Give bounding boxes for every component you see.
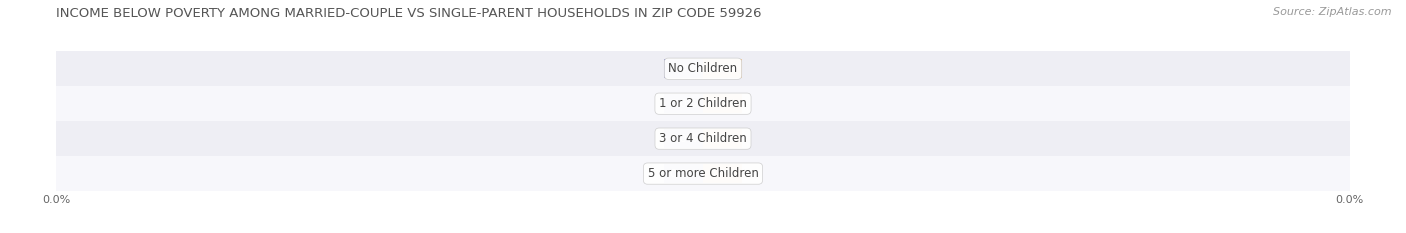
Text: 3 or 4 Children: 3 or 4 Children [659, 132, 747, 145]
Text: No Children: No Children [668, 62, 738, 75]
Text: 0.0%: 0.0% [669, 169, 697, 178]
Bar [56, 156, 1350, 191]
Text: 0.0%: 0.0% [709, 134, 737, 144]
Bar [56, 86, 1350, 121]
Text: INCOME BELOW POVERTY AMONG MARRIED-COUPLE VS SINGLE-PARENT HOUSEHOLDS IN ZIP COD: INCOME BELOW POVERTY AMONG MARRIED-COUPL… [56, 7, 762, 20]
Text: 1 or 2 Children: 1 or 2 Children [659, 97, 747, 110]
Text: 0.0%: 0.0% [709, 169, 737, 178]
Text: Source: ZipAtlas.com: Source: ZipAtlas.com [1274, 7, 1392, 17]
Bar [664, 164, 703, 183]
Bar [664, 94, 703, 113]
Bar [664, 59, 703, 78]
Text: 0.0%: 0.0% [709, 99, 737, 109]
Bar [56, 51, 1350, 86]
Bar [703, 164, 742, 183]
Bar [703, 94, 742, 113]
Text: 0.0%: 0.0% [669, 99, 697, 109]
Text: 0.0%: 0.0% [709, 64, 737, 74]
Bar [56, 121, 1350, 156]
Bar [703, 59, 742, 78]
Text: 5 or more Children: 5 or more Children [648, 167, 758, 180]
Text: 0.0%: 0.0% [669, 64, 697, 74]
Text: 0.0%: 0.0% [669, 134, 697, 144]
Bar [664, 129, 703, 148]
Bar [703, 129, 742, 148]
